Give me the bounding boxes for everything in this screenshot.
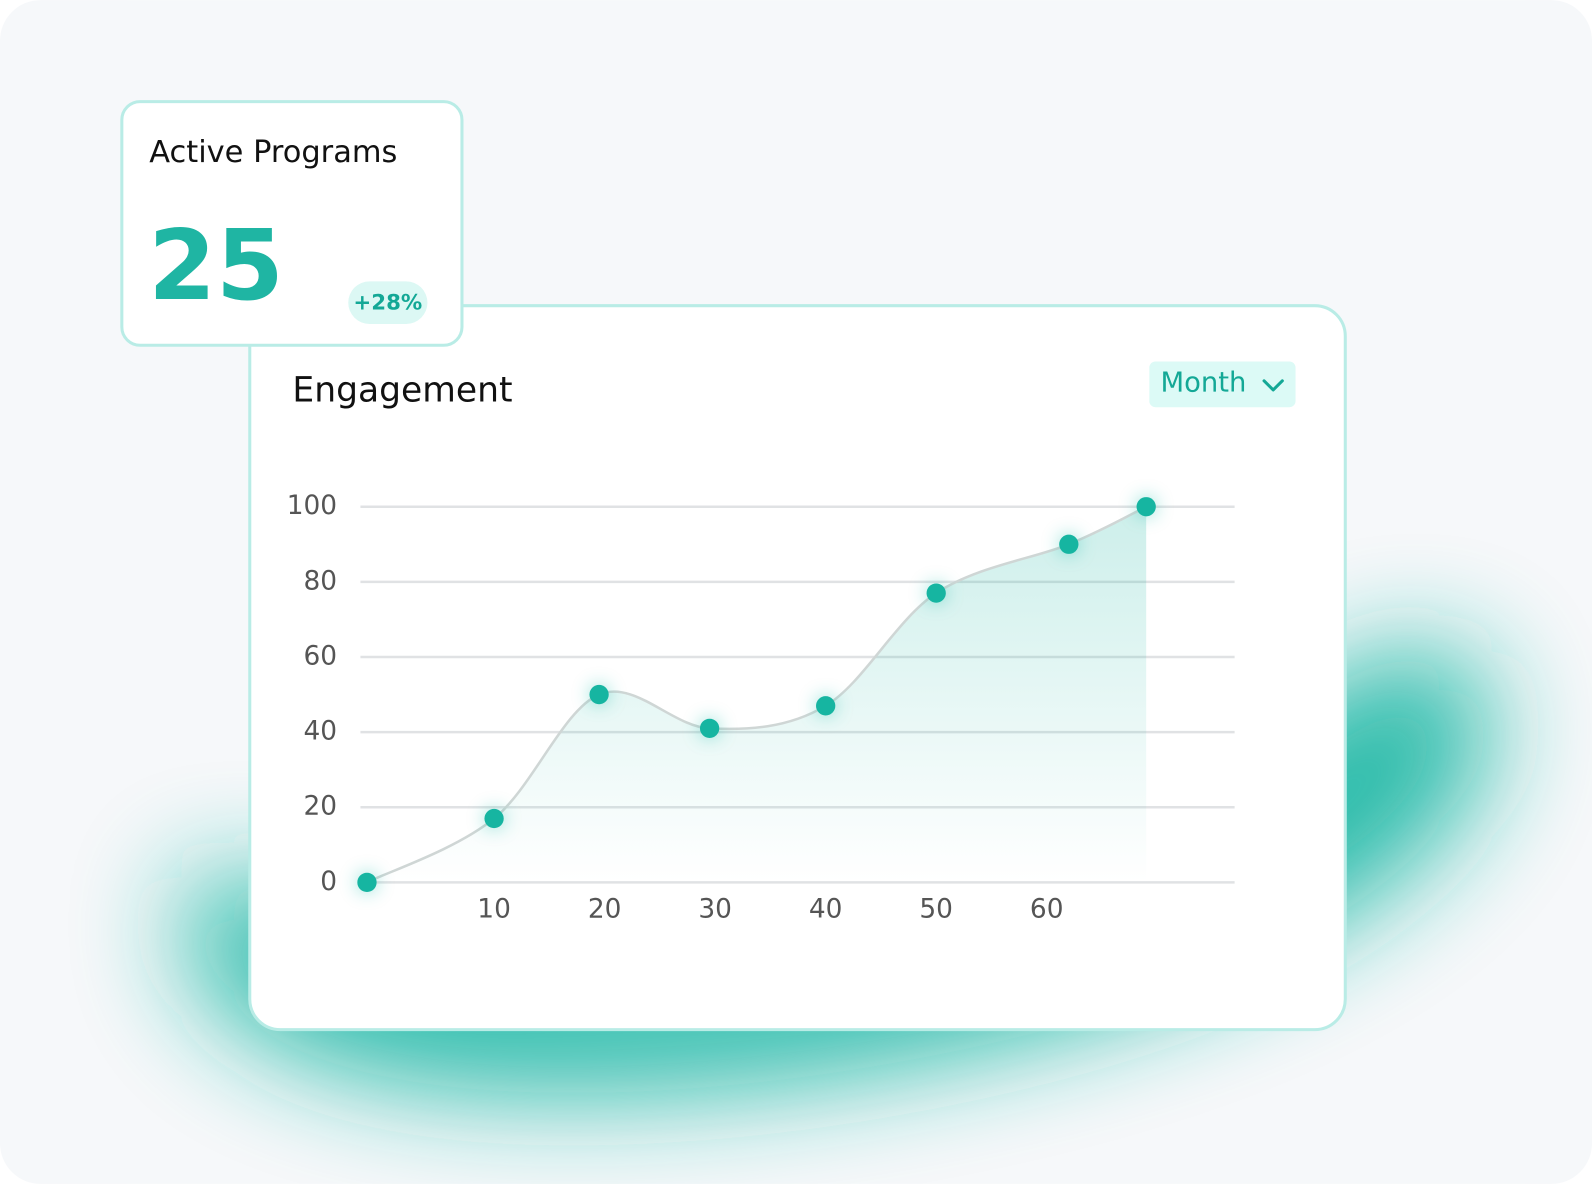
y-tick-label: 80 (304, 566, 338, 596)
chevron-icon (1262, 379, 1284, 392)
data-point (699, 718, 720, 739)
stat-value: 25 (148, 209, 284, 322)
data-point (1136, 497, 1156, 517)
x-tick-label: 30 (698, 894, 732, 924)
data-point (1059, 534, 1079, 554)
data-point (816, 696, 836, 716)
chart-title: Engagement (292, 370, 512, 410)
y-tick-label: 100 (287, 491, 337, 521)
x-tick-label: 60 (1030, 894, 1064, 924)
data-point (484, 808, 504, 829)
plot: 0 20 40 60 80 100 10 20 30 40 50 60 (287, 491, 1235, 924)
period-selector[interactable]: Month (1149, 361, 1296, 408)
stat-card: Active Programs 25 +28% (120, 100, 464, 347)
x-tick-label: 40 (809, 894, 843, 924)
x-tick-label: 50 (919, 894, 953, 924)
y-tick-label: 40 (304, 717, 338, 747)
y-tick-label: 20 (304, 792, 338, 822)
y-tick-label: 60 (304, 641, 338, 671)
x-tick-label: 20 (588, 894, 622, 924)
data-point (357, 872, 377, 893)
area (366, 506, 1147, 883)
data-point (926, 583, 946, 603)
stat-title: Active Programs (149, 135, 397, 170)
period-label[interactable]: Month (1160, 367, 1246, 398)
y-tick-label: 0 (320, 867, 337, 897)
change-label: +28% (353, 291, 422, 316)
chart-card (248, 304, 1347, 1032)
x-tick-label: 10 (477, 894, 511, 924)
period-button[interactable] (1149, 361, 1296, 408)
data-point (589, 684, 609, 705)
change-badge (348, 281, 428, 324)
